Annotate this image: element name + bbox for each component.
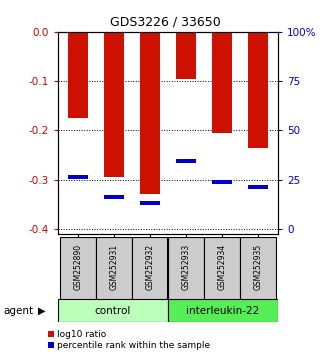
Text: ▶: ▶ xyxy=(38,306,46,316)
Bar xyxy=(68,175,88,179)
Text: GSM252933: GSM252933 xyxy=(181,244,191,290)
Text: GSM252934: GSM252934 xyxy=(217,244,227,290)
Bar xyxy=(176,32,196,79)
Bar xyxy=(168,299,278,322)
Text: GSM252890: GSM252890 xyxy=(73,244,82,290)
Legend: log10 ratio, percentile rank within the sample: log10 ratio, percentile rank within the … xyxy=(48,330,211,350)
Text: interleukin-22: interleukin-22 xyxy=(186,306,260,316)
Bar xyxy=(204,237,240,299)
Bar xyxy=(240,237,276,299)
Bar xyxy=(248,32,268,148)
Bar xyxy=(176,159,196,163)
Bar xyxy=(60,237,96,299)
Text: GSM252932: GSM252932 xyxy=(145,244,155,290)
Bar xyxy=(104,32,124,177)
Bar xyxy=(212,32,232,133)
Text: GSM252935: GSM252935 xyxy=(254,244,263,290)
Bar xyxy=(140,201,160,205)
Text: agent: agent xyxy=(3,306,33,316)
Bar xyxy=(58,299,168,322)
Bar xyxy=(168,237,204,299)
Bar xyxy=(96,237,132,299)
Bar xyxy=(212,180,232,184)
Text: GDS3226 / 33650: GDS3226 / 33650 xyxy=(110,16,221,29)
Bar xyxy=(248,185,268,189)
Bar xyxy=(132,237,168,299)
Bar xyxy=(68,32,88,118)
Text: GSM252931: GSM252931 xyxy=(109,244,118,290)
Bar xyxy=(104,195,124,199)
Bar xyxy=(140,32,160,194)
Text: control: control xyxy=(95,306,131,316)
